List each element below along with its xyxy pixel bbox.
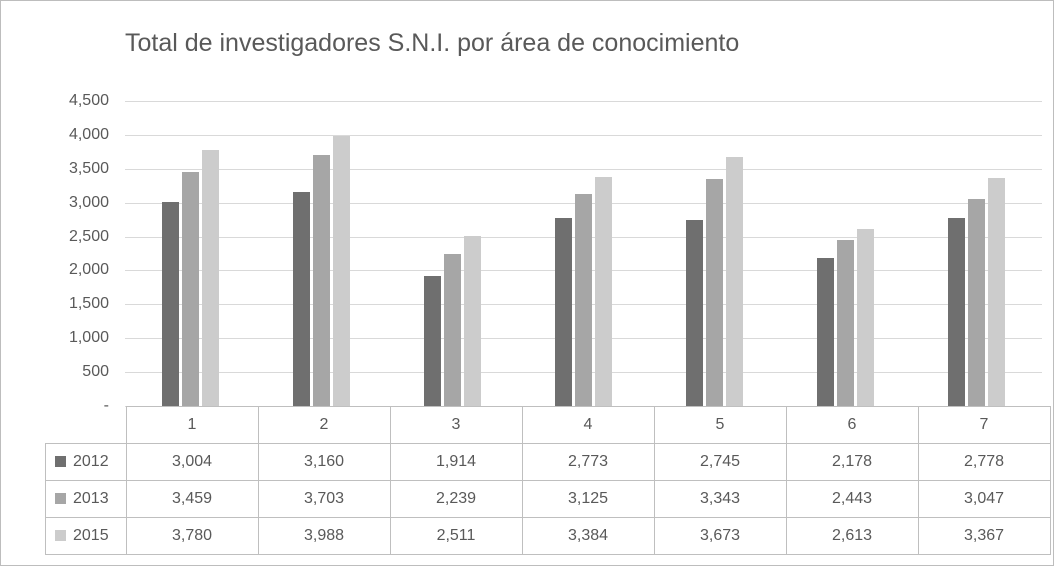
- gridline: [125, 169, 1042, 170]
- bar-2015-category-2: [333, 136, 350, 406]
- table-value-cell: 3,367: [917, 517, 1051, 555]
- bar-group-5: [649, 101, 780, 406]
- table-value-cell: 3,004: [125, 443, 259, 481]
- table-value-cell: 3,047: [917, 480, 1051, 518]
- bar-2012-category-4: [555, 218, 572, 406]
- table-value-cell: 2,443: [785, 480, 919, 518]
- table-value-cell: 3,988: [257, 517, 391, 555]
- bar-group-3: [387, 101, 518, 406]
- plot-area: [125, 101, 1042, 407]
- table-value-cell: 2,745: [653, 443, 787, 481]
- bar-2015-category-6: [857, 229, 874, 406]
- data-table: 1 2 3 4 5 6 7 2012 3,004 3,160 1,914 2,773 2,745 2,17…: [45, 406, 1051, 555]
- bar-2012-category-6: [817, 258, 834, 406]
- bar-2013-category-1: [182, 172, 199, 406]
- bar-2013-category-3: [444, 254, 461, 406]
- legend-swatch-icon: [55, 530, 66, 541]
- y-axis: 4,500 4,000 3,500 3,000 2,500 2,000 1,500 1,000…: [19, 92, 109, 414]
- bar-2015-category-4: [595, 177, 612, 406]
- bar-group-1: [125, 101, 256, 406]
- bar-2013-category-4: [575, 194, 592, 406]
- table-value-cell: 3,160: [257, 443, 391, 481]
- y-axis-tick-label: 2,000: [68, 261, 109, 278]
- y-axis-tick-label: 4,500: [68, 92, 109, 109]
- table-row: 2012 3,004 3,160 1,914 2,773 2,745 2,178 2,778: [45, 443, 1051, 481]
- table-value-cell: 2,613: [785, 517, 919, 555]
- bar-2015-category-3: [464, 236, 481, 406]
- data-table-region: 1 2 3 4 5 6 7 2012 3,004 3,160 1,914 2,773 2,745 2,17…: [45, 406, 1051, 555]
- table-value-cell: 2,773: [521, 443, 655, 481]
- table-value-cell: 3,673: [653, 517, 787, 555]
- legend-swatch-icon: [55, 456, 66, 467]
- category-header-cell: 6: [785, 406, 919, 444]
- y-axis-tick-label: 1,000: [68, 329, 109, 346]
- category-header-cell: 5: [653, 406, 787, 444]
- table-value-cell: 1,914: [389, 443, 523, 481]
- bar-2012-category-3: [424, 276, 441, 406]
- chart-title: Total de investigadores S.N.I. por área …: [125, 29, 740, 57]
- y-axis-tick-label: 500: [82, 363, 109, 380]
- bar-2012-category-1: [162, 202, 179, 406]
- legend-label: 2015: [73, 527, 109, 544]
- legend-label: 2013: [73, 490, 109, 507]
- legend-cell: 2015: [45, 517, 127, 555]
- y-axis-tick-label: 3,500: [68, 160, 109, 177]
- category-header-cell: 3: [389, 406, 523, 444]
- bar-2013-category-7: [968, 199, 985, 406]
- table-value-cell: 3,459: [125, 480, 259, 518]
- bar-2012-category-5: [686, 220, 703, 406]
- bar-group-4: [518, 101, 649, 406]
- table-value-cell: 2,178: [785, 443, 919, 481]
- bar-2013-category-6: [837, 240, 854, 406]
- y-axis-tick-label: 4,000: [68, 126, 109, 143]
- category-header-cell: 1: [125, 406, 259, 444]
- category-header-cell: 7: [917, 406, 1051, 444]
- y-axis-tick-label: 1,500: [68, 295, 109, 312]
- category-header-cell: 4: [521, 406, 655, 444]
- table-corner-blank: [46, 407, 127, 444]
- legend-cell: 2012: [45, 443, 127, 481]
- table-value-cell: 3,703: [257, 480, 391, 518]
- legend-swatch-icon: [55, 493, 66, 504]
- table-value-cell: 3,384: [521, 517, 655, 555]
- legend-cell: 2013: [45, 480, 127, 518]
- bar-2015-category-5: [726, 157, 743, 406]
- bar-2012-category-7: [948, 218, 965, 406]
- bar-2015-category-7: [988, 178, 1005, 406]
- table-value-cell: 3,125: [521, 480, 655, 518]
- table-value-cell: 2,778: [917, 443, 1051, 481]
- category-header-cell: 2: [257, 406, 391, 444]
- y-axis-tick-label: 3,000: [68, 194, 109, 211]
- table-row: 2015 3,780 3,988 2,511 3,384 3,673 2,613 3,367: [45, 517, 1051, 555]
- bar-group-6: [780, 101, 911, 406]
- legend-label: 2012: [73, 453, 109, 470]
- bar-group-2: [256, 101, 387, 406]
- bar-group-7: [911, 101, 1042, 406]
- table-value-cell: 2,511: [389, 517, 523, 555]
- table-value-cell: 3,780: [125, 517, 259, 555]
- y-axis-tick-label: 2,500: [68, 228, 109, 245]
- gridline: [125, 135, 1042, 136]
- bar-2015-category-1: [202, 150, 219, 406]
- bar-2013-category-2: [313, 155, 330, 406]
- y-axis-tick-label: -: [103, 397, 109, 414]
- bar-2012-category-2: [293, 192, 310, 406]
- table-row: 2013 3,459 3,703 2,239 3,125 3,343 2,443 3,047: [45, 480, 1051, 518]
- table-value-cell: 3,343: [653, 480, 787, 518]
- bar-2013-category-5: [706, 179, 723, 406]
- table-value-cell: 2,239: [389, 480, 523, 518]
- gridline: [125, 101, 1042, 102]
